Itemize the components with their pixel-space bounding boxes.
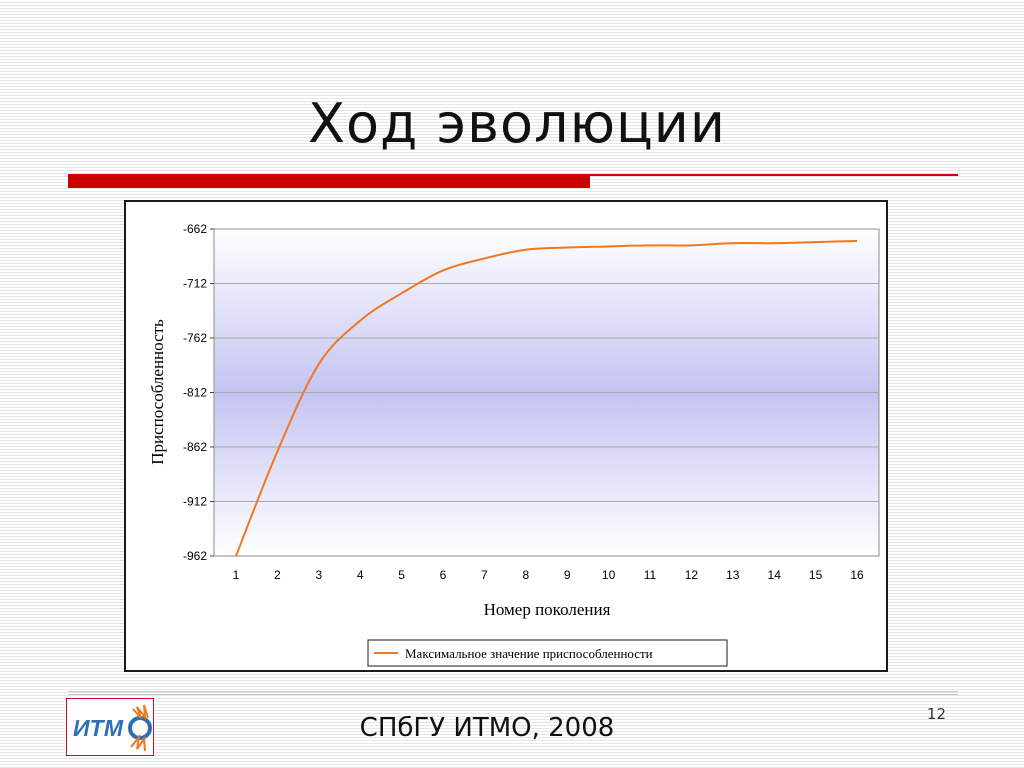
legend: Максимальное значение приспособленности — [367, 639, 728, 667]
x-tick-label: 9 — [564, 568, 571, 582]
y-axis-label: Приспособленность — [148, 319, 167, 465]
y-tick-label: -762 — [183, 331, 207, 345]
slide-title: Ход эволюции — [308, 92, 726, 155]
slide-number: 12 — [926, 705, 946, 723]
x-tick-label: 6 — [440, 568, 447, 582]
y-tick-label: -862 — [183, 440, 207, 454]
x-tick-label: 5 — [398, 568, 405, 582]
x-tick-label: 2 — [274, 568, 281, 582]
svg-text:ИТМ: ИТМ — [73, 715, 124, 741]
legend-box — [367, 639, 728, 667]
footer-text: СПбГУ ИТМО, 2008 — [359, 713, 615, 743]
x-tick-label: 3 — [315, 568, 322, 582]
x-tick-label: 15 — [809, 568, 823, 582]
line-chart: -662-712-762-812-862-912-962 1 2 3 4 5 6 7 8 9 10… — [148, 222, 880, 667]
chart-frame: -662 -712 -762 -812 -862 -912 -962 1 2 3 4 5 6 7 8 9 10… — [124, 200, 888, 672]
x-tick-label: 14 — [768, 568, 782, 582]
itmo-logo: ИТМ — [66, 698, 154, 756]
footer-rule — [68, 694, 958, 695]
x-tick-label: 16 — [850, 568, 864, 582]
y-tick-label: -812 — [183, 386, 207, 400]
x-tick-label: 1 — [233, 568, 240, 582]
x-tick-label: 12 — [685, 568, 699, 582]
x-axis-label: Номер поколения — [484, 600, 611, 619]
y-tick-label: -912 — [183, 495, 207, 509]
y-tick-label: -662 — [183, 222, 207, 236]
x-tick-label: 8 — [522, 568, 529, 582]
x-tick-label: 13 — [726, 568, 740, 582]
x-tick-label: 10 — [602, 568, 616, 582]
x-tick-label: 4 — [357, 568, 364, 582]
title-accent-bar — [68, 174, 590, 188]
x-tick-label: 11 — [644, 568, 657, 582]
y-tick-label: -712 — [183, 277, 207, 291]
footer-rule — [68, 691, 958, 692]
series-line — [235, 239, 858, 557]
legend-label: Максимальное значение приспособленности — [405, 646, 653, 661]
y-tick-label: -962 — [183, 549, 207, 563]
x-tick-label: 7 — [481, 568, 488, 582]
title-accent-line — [590, 174, 958, 176]
